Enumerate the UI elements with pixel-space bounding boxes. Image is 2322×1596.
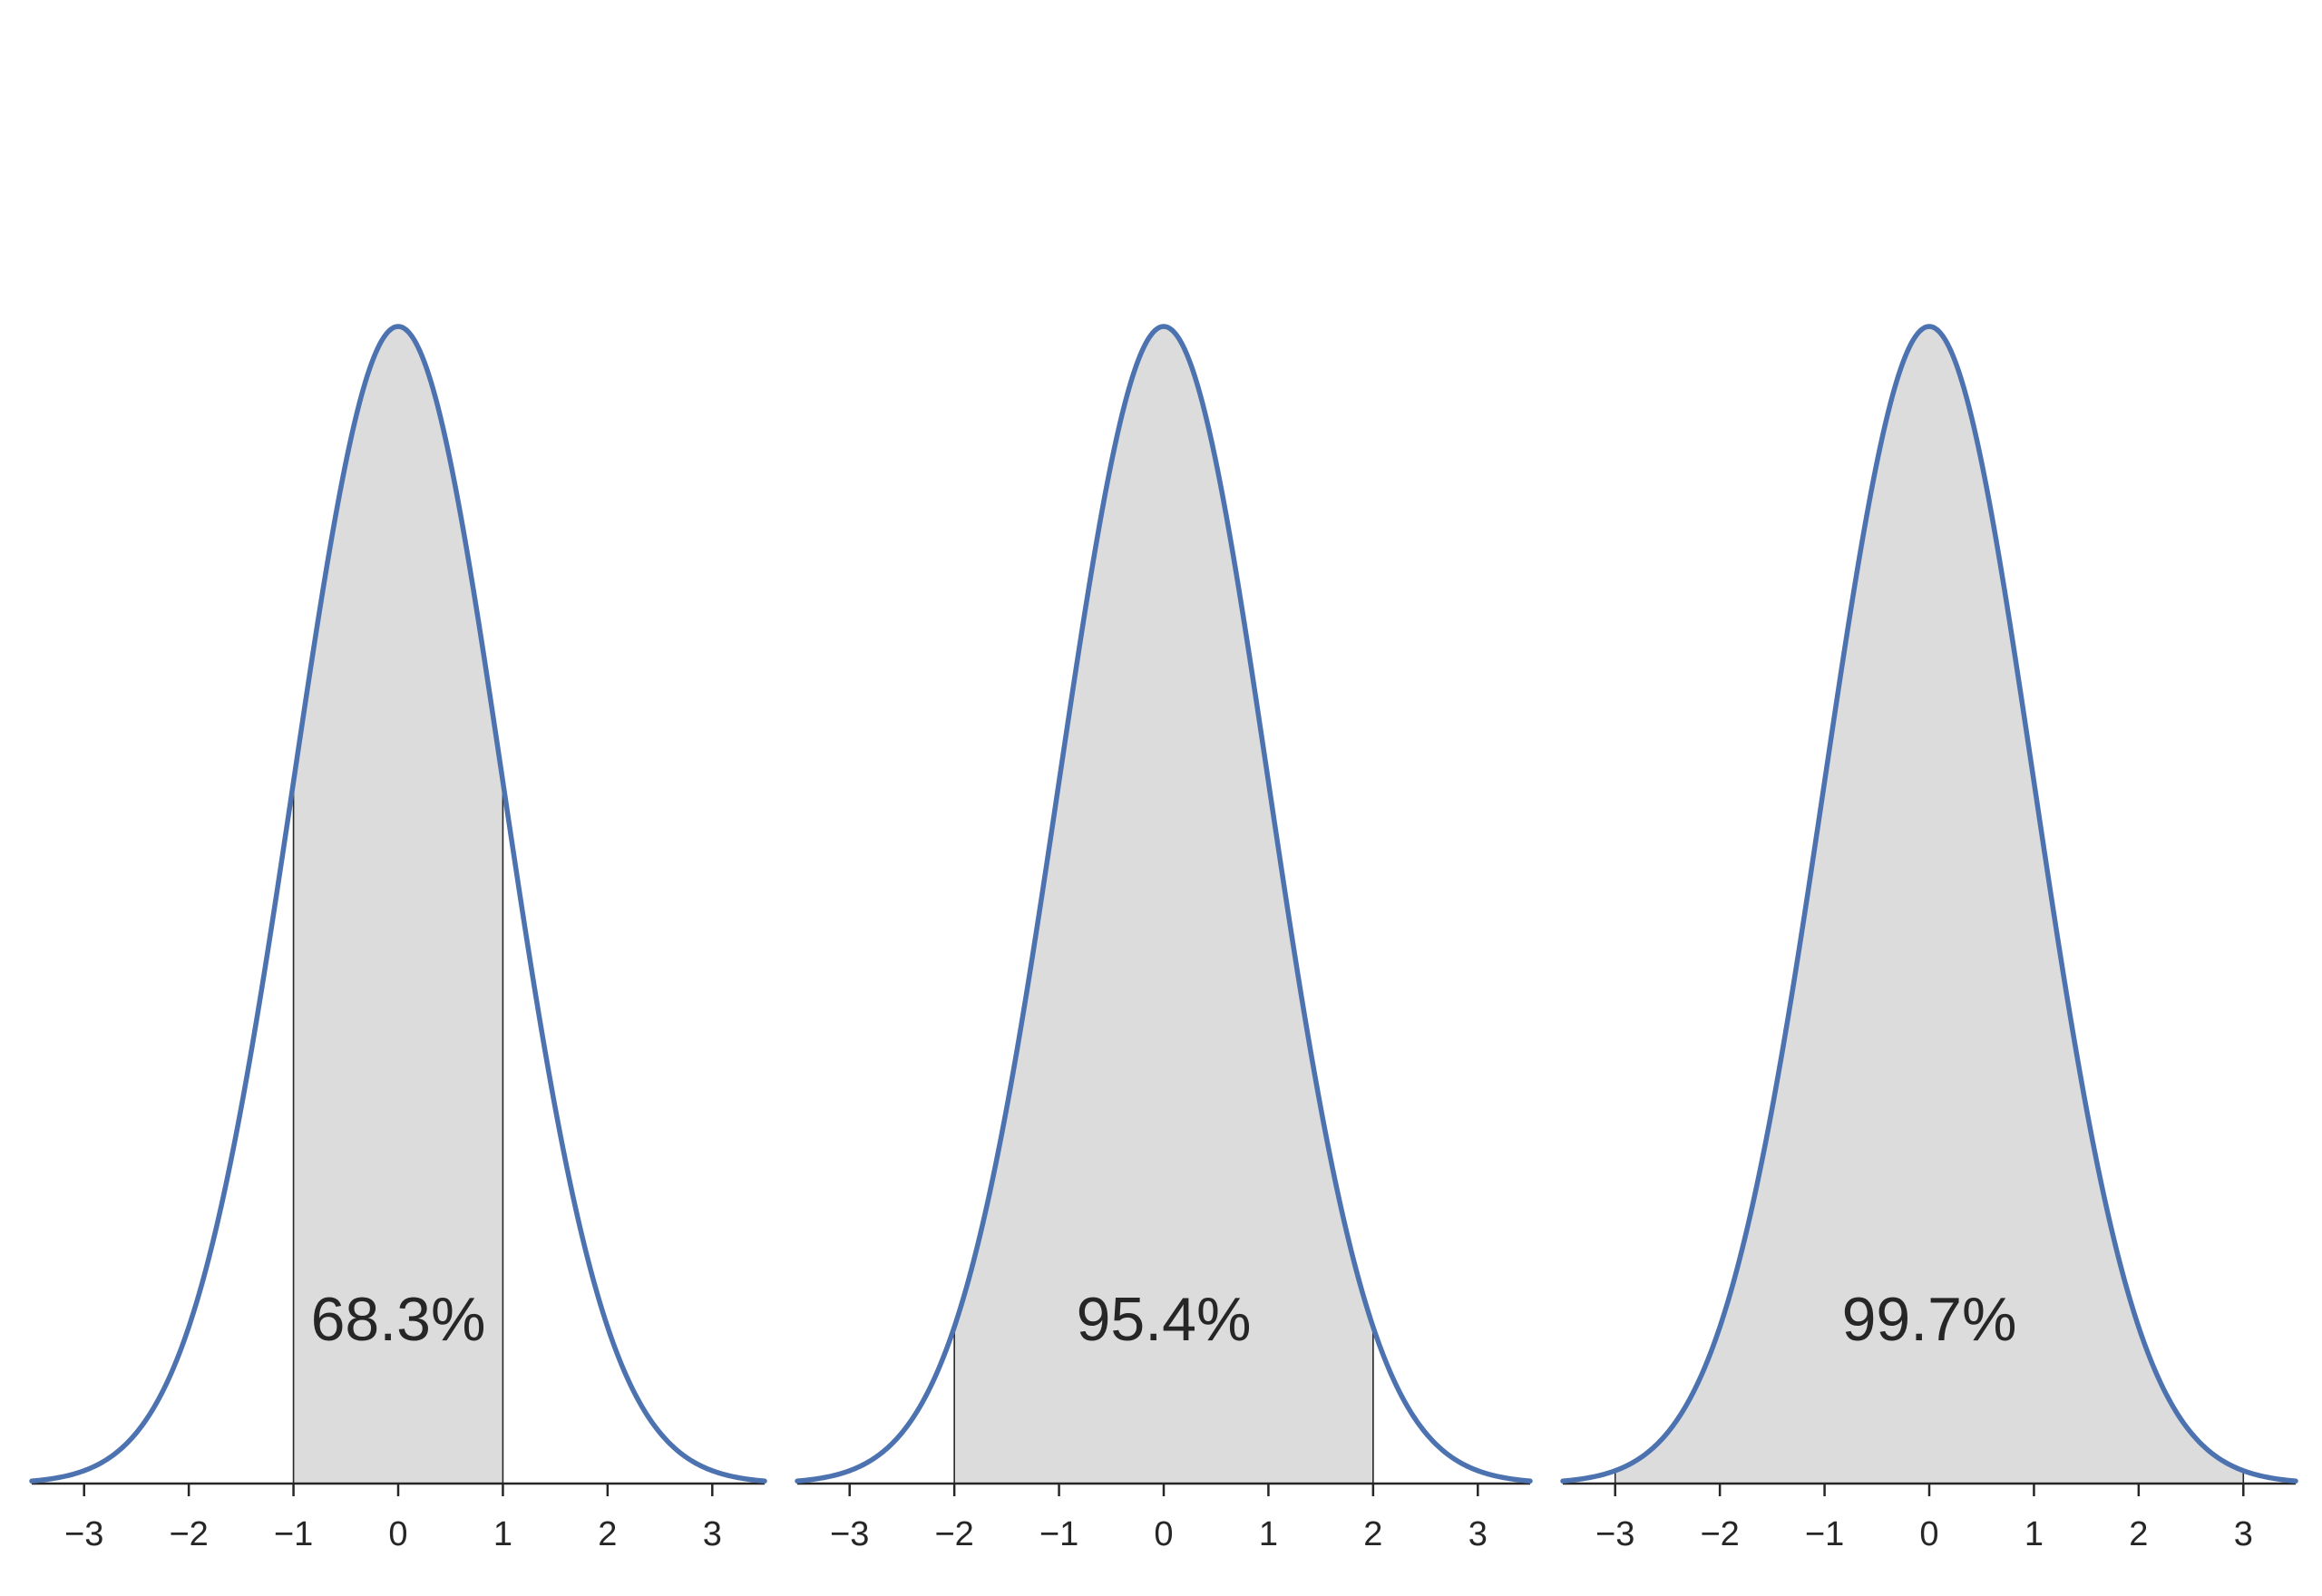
x-tick-label: −2 [934, 1515, 973, 1553]
x-tick-label: 3 [703, 1515, 722, 1553]
panel-2: −3 −2 −1 0 1 2 3 95.4% [795, 324, 1533, 1553]
x-tick-label: −3 [830, 1515, 869, 1553]
shaded-area [1615, 326, 2244, 1484]
x-tick-label: 2 [598, 1515, 617, 1553]
x-tick-label: −3 [1595, 1515, 1634, 1553]
shaded-area [293, 326, 503, 1484]
x-tick-label: −1 [274, 1515, 313, 1553]
x-tick-label: 3 [2234, 1515, 2253, 1553]
shaded-area [954, 326, 1373, 1484]
percentage-label: 95.4% [1077, 1285, 1252, 1354]
normal-curve [1560, 324, 2298, 1484]
percentage-label: 99.7% [1842, 1285, 2017, 1354]
x-tick-label: 1 [1259, 1515, 1278, 1553]
normal-curve [795, 324, 1533, 1484]
x-tick-label: 0 [388, 1515, 407, 1553]
percentage-label: 68.3% [311, 1285, 486, 1354]
panel-3: −3 −2 −1 0 1 2 3 99.7% [1560, 324, 2298, 1553]
x-tick-label: 2 [2129, 1515, 2148, 1553]
x-tick-label: 1 [493, 1515, 512, 1553]
x-tick-label: −2 [169, 1515, 208, 1553]
x-tick-label: −2 [1700, 1515, 1739, 1553]
x-tick-label: 0 [1919, 1515, 1938, 1553]
x-tick-label: 1 [2024, 1515, 2044, 1553]
x-tick-label: 0 [1154, 1515, 1173, 1553]
x-tick-label: 3 [1468, 1515, 1488, 1553]
normal-curve [29, 324, 767, 1484]
x-tick-label: −1 [1805, 1515, 1844, 1553]
x-tick-label: 2 [1363, 1515, 1382, 1553]
x-tick-label: −1 [1039, 1515, 1078, 1553]
panel-1: −3 −2 −1 0 1 2 3 68.3% [29, 324, 767, 1553]
x-tick-label: −3 [64, 1515, 103, 1553]
